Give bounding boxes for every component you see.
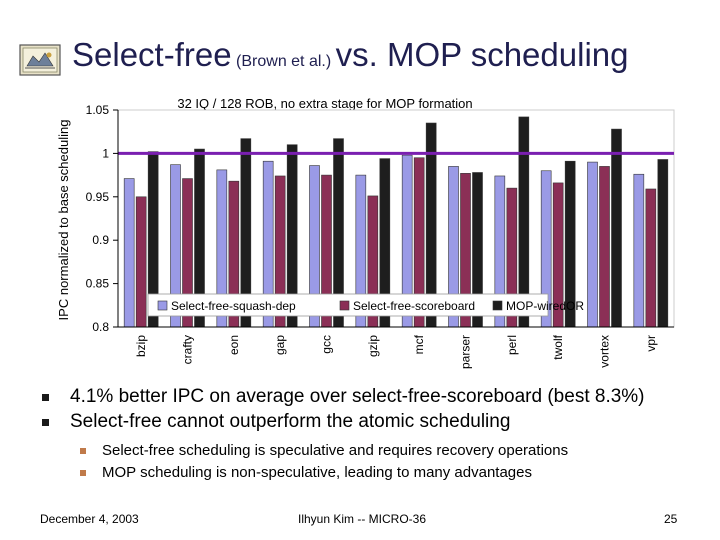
sub-bullet-item: Select-free scheduling is speculative an… bbox=[40, 440, 710, 462]
bullet-marker bbox=[42, 419, 49, 426]
footer-page-number: 25 bbox=[664, 512, 678, 526]
y-tick-label: 0.85 bbox=[86, 277, 110, 291]
y-tick-label: 1.05 bbox=[86, 103, 110, 117]
legend-swatch bbox=[157, 300, 168, 311]
x-tick-label: parser bbox=[459, 335, 473, 369]
sub-bullet-text: MOP scheduling is non-speculative, leadi… bbox=[102, 464, 532, 481]
legend-label: MOP-wiredOR bbox=[506, 299, 584, 313]
sub-bullet-marker bbox=[80, 470, 86, 476]
footer-date: December 4, 2003 bbox=[40, 512, 139, 526]
bullet-item: Select-free cannot outperform the atomic… bbox=[40, 409, 710, 434]
x-tick-label: twolf bbox=[551, 334, 565, 359]
x-tick-label: vortex bbox=[598, 335, 612, 368]
legend-label: Select-free-squash-dep bbox=[171, 299, 296, 313]
plot-area bbox=[117, 109, 675, 328]
footer-author: Ilhyun Kim -- MICRO-36 bbox=[298, 512, 427, 526]
bullet-text: Select-free cannot outperform the atomic… bbox=[70, 411, 511, 432]
x-tick-label: crafty bbox=[181, 335, 195, 364]
sub-bullet-item: MOP scheduling is non-speculative, leadi… bbox=[40, 462, 710, 484]
sub-bullet-text: Select-free scheduling is speculative an… bbox=[102, 442, 569, 459]
x-tick-label: eon bbox=[227, 335, 241, 355]
chart-title: 32 IQ / 128 ROB, no extra stage for MOP … bbox=[177, 96, 472, 111]
university-logo-icon bbox=[19, 44, 61, 76]
bar-vpr-mop-wiredor bbox=[657, 159, 669, 328]
bar-vortex-select-free-squash-dep bbox=[587, 161, 598, 328]
bar-bzip-select-free-squash-dep bbox=[123, 178, 135, 328]
y-tick-label: 1 bbox=[102, 146, 109, 160]
x-tick-label: gzip bbox=[366, 335, 380, 357]
bullet-text: 4.1% better IPC on average over select-f… bbox=[70, 386, 645, 407]
bar-vortex-mop-wiredor bbox=[611, 128, 622, 328]
legend-label: Select-free-scoreboard bbox=[353, 299, 475, 313]
x-tick-label: mcf bbox=[412, 334, 426, 354]
bar-vpr-select-free-squash-dep bbox=[633, 173, 645, 328]
sub-bullet-marker bbox=[80, 448, 86, 454]
x-tick-label: vpr bbox=[644, 335, 658, 352]
bar-vortex-select-free-scoreboard bbox=[599, 166, 610, 328]
bullet-item: 4.1% better IPC on average over select-f… bbox=[40, 384, 710, 409]
x-tick-label: gap bbox=[273, 335, 287, 355]
title-main: Select-free bbox=[72, 36, 232, 73]
y-tick-label: 0.8 bbox=[92, 320, 109, 334]
title-rest: vs. MOP scheduling bbox=[335, 36, 629, 73]
y-tick-label: 0.95 bbox=[86, 190, 110, 204]
ipc-bar-chart: 32 IQ / 128 ROB, no extra stage for MOP … bbox=[56, 96, 675, 369]
x-tick-label: gcc bbox=[320, 335, 334, 354]
bar-vpr-select-free-scoreboard bbox=[645, 188, 657, 328]
legend-swatch bbox=[492, 300, 503, 311]
y-tick-label: 0.9 bbox=[92, 233, 109, 247]
slide-title: Select-free (Brown et al.) vs. MOP sched… bbox=[72, 36, 628, 74]
y-axis-label: IPC normalized to base scheduling bbox=[56, 120, 71, 321]
legend-swatch bbox=[339, 300, 350, 311]
title-citation: (Brown et al.) bbox=[236, 53, 332, 70]
bar-bzip-select-free-scoreboard bbox=[135, 196, 147, 328]
x-tick-label: bzip bbox=[134, 335, 148, 357]
bullet-marker bbox=[42, 394, 49, 401]
x-tick-label: perl bbox=[505, 335, 519, 355]
bullet-list: 4.1% better IPC on average over select-f… bbox=[40, 384, 710, 484]
